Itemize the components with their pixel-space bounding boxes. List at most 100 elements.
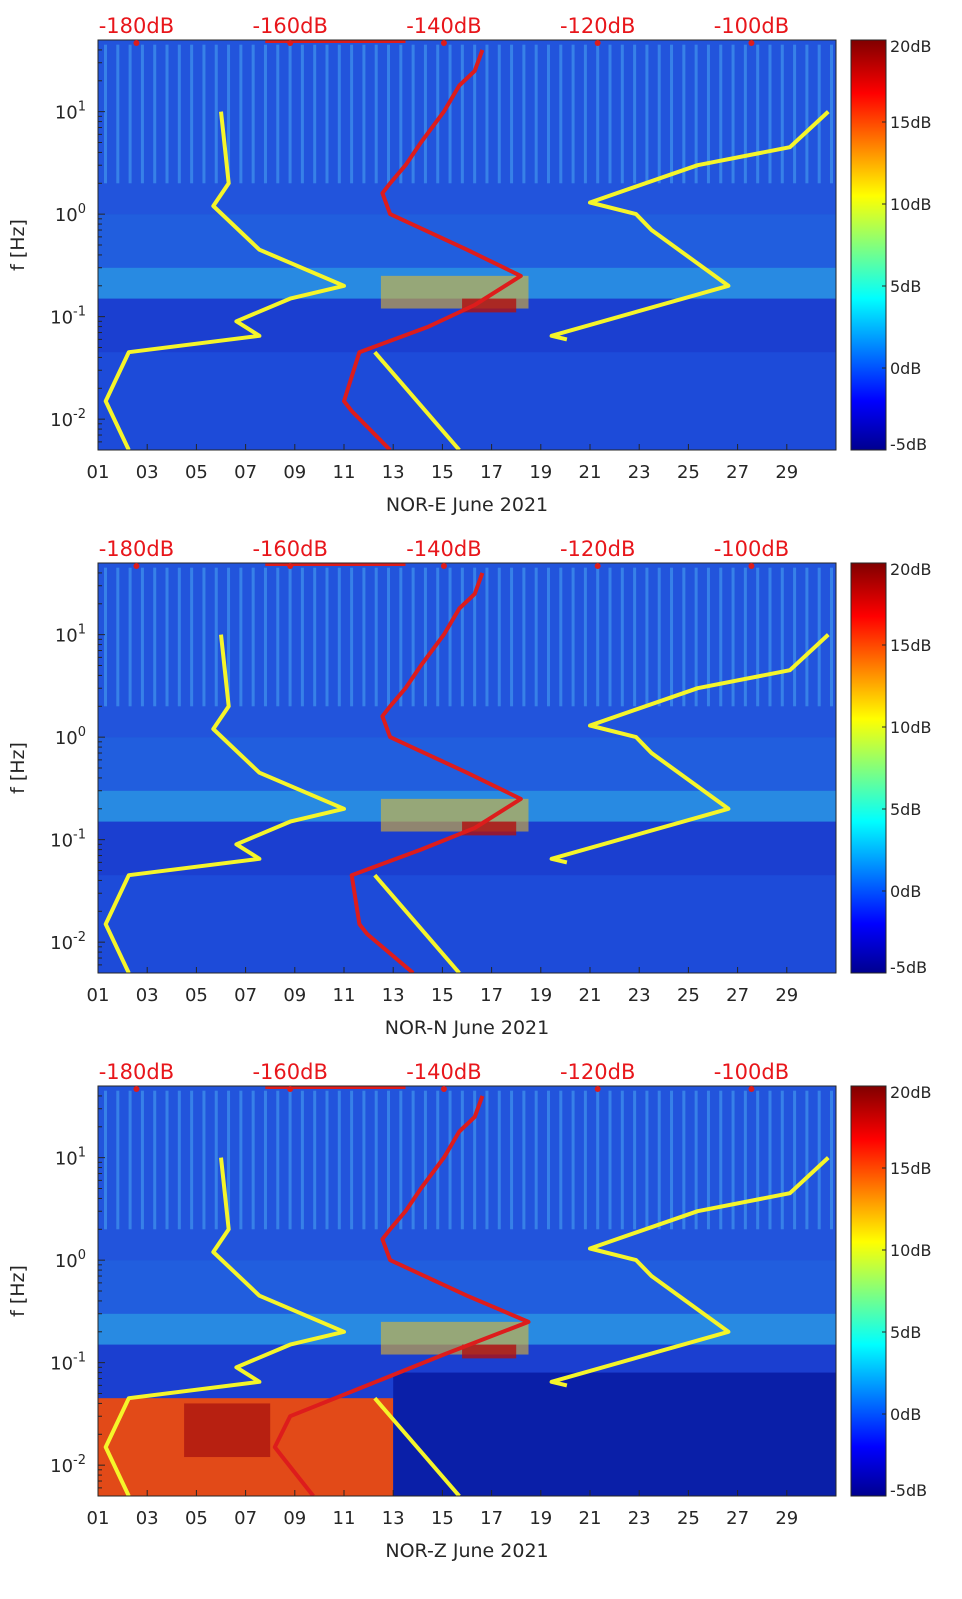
x-tick-label: 09: [283, 1508, 306, 1529]
spectrogram-streak: [485, 44, 489, 184]
x-tick-label: 03: [136, 1508, 159, 1529]
top-db-marker: [287, 1086, 294, 1092]
spectrogram-streak: [116, 1090, 120, 1230]
spectrogram-streak: [300, 567, 304, 707]
spectrogram-streak: [411, 44, 415, 184]
spectrogram-streak: [436, 1090, 440, 1230]
spectrogram-streak: [706, 44, 710, 184]
spectrogram-streak: [756, 1090, 760, 1230]
spectrogram-streak: [362, 44, 366, 184]
spectrogram-streak: [682, 567, 686, 707]
spectrogram-streak: [227, 44, 231, 184]
spectrogram-streak: [239, 1090, 243, 1230]
spectrogram-streak: [350, 1090, 354, 1230]
spectrogram-streak: [313, 44, 317, 184]
top-db-marker: [287, 563, 294, 569]
y-tick-label: 100: [55, 725, 86, 749]
spectrogram-streak: [387, 1090, 391, 1230]
x-tick-label: 11: [333, 985, 356, 1006]
spectrogram-streak: [140, 567, 144, 707]
spectrogram-streak: [239, 567, 243, 707]
y-axis-label: f [Hz]: [7, 742, 29, 794]
spectrogram-streak: [374, 44, 378, 184]
y-tick-label: 10-2: [50, 407, 86, 431]
top-db-label: -140dB: [406, 537, 481, 561]
spectrogram-streak: [731, 1090, 735, 1230]
spectrogram-streak: [104, 567, 107, 707]
x-tick-label: 01: [87, 1508, 110, 1529]
spectrogram-streak: [325, 44, 329, 184]
colorbar-tick-label: 15dB: [890, 1159, 932, 1178]
spectrogram-streak: [337, 44, 341, 184]
x-tick-label: 03: [136, 462, 159, 483]
spectrogram-streak: [116, 567, 120, 707]
x-tick-label: 13: [382, 985, 405, 1006]
x-tick-label: 29: [775, 462, 798, 483]
spectrogram-streak: [830, 1090, 833, 1230]
spectrogram-streak: [473, 1090, 477, 1230]
spectrogram-streak: [177, 567, 181, 707]
spectrogram-streak: [313, 567, 317, 707]
top-db-marker: [440, 1086, 447, 1092]
spectrogram-streak: [153, 1090, 157, 1230]
spectrogram-streak: [768, 1090, 772, 1230]
y-tick-label: 10-1: [50, 1351, 86, 1375]
spectrogram-hotspot: [462, 821, 517, 836]
colorbar: [850, 1085, 887, 1497]
top-db-label: -180dB: [99, 537, 174, 561]
spectrogram-streak: [214, 1090, 218, 1230]
spectrogram-streak: [387, 44, 391, 184]
spectrogram-streak: [510, 44, 514, 184]
spectrogram-streak: [743, 1090, 747, 1230]
spectrogram-streak: [731, 567, 735, 707]
top-db-label: -120dB: [560, 537, 635, 561]
colorbar-tick-label: 10dB: [890, 1241, 932, 1260]
x-tick-label: 23: [628, 1508, 651, 1529]
spectrogram-streak: [620, 567, 624, 707]
spectrogram-streak: [128, 1090, 132, 1230]
spectrogram-streak: [793, 1090, 797, 1230]
spectrogram-streak: [805, 44, 809, 184]
x-tick-label: 23: [628, 985, 651, 1006]
x-tick-label: 29: [775, 1508, 798, 1529]
spectrogram-streak: [165, 44, 169, 184]
spectrogram-streak: [817, 567, 821, 707]
spectrogram-streak: [411, 567, 415, 707]
colorbar-tick-label: -5dB: [890, 958, 927, 977]
top-db-marker: [133, 563, 140, 569]
spectrogram-streak: [227, 567, 231, 707]
spectrogram-streak: [263, 567, 267, 707]
spectrogram-streak: [362, 1090, 366, 1230]
spectrogram-streak: [596, 1090, 600, 1230]
spectrogram-streak: [251, 1090, 255, 1230]
spectrogram-streak: [743, 567, 747, 707]
spectrogram-streak: [251, 44, 255, 184]
spectrogram-streak: [571, 567, 575, 707]
x-tick-label: 27: [726, 462, 749, 483]
x-tick-label: 09: [283, 985, 306, 1006]
colorbar-tick-label: 10dB: [890, 195, 932, 214]
median-psd-line: [272, 1095, 531, 1496]
spectrogram-streak: [830, 44, 833, 184]
top-db-marker: [594, 1086, 601, 1092]
spectrogram-streak: [497, 567, 501, 707]
spectrogram-streak: [190, 44, 194, 184]
x-tick-label: 15: [431, 462, 454, 483]
spectrogram-streak: [670, 567, 674, 707]
spectrogram-streak: [276, 44, 280, 184]
spectrogram-streak: [399, 567, 403, 707]
spectrogram-streak: [288, 1090, 292, 1230]
spectrogram-band: [98, 737, 836, 791]
x-tick-label: 05: [185, 1508, 208, 1529]
spectrogram-streak: [263, 44, 267, 184]
spectrogram-streak: [596, 44, 600, 184]
spectrogram-streak: [633, 567, 637, 707]
x-tick-label: 07: [234, 1508, 257, 1529]
y-axis-label: f [Hz]: [7, 1265, 29, 1317]
spectrogram-streak: [645, 44, 649, 184]
spectrogram-band: [98, 1260, 836, 1314]
colorbar-tick-label: 5dB: [890, 277, 921, 296]
spectrogram-streak: [399, 44, 403, 184]
x-tick-label: 17: [480, 1508, 503, 1529]
spectrogram-streak: [534, 1090, 538, 1230]
